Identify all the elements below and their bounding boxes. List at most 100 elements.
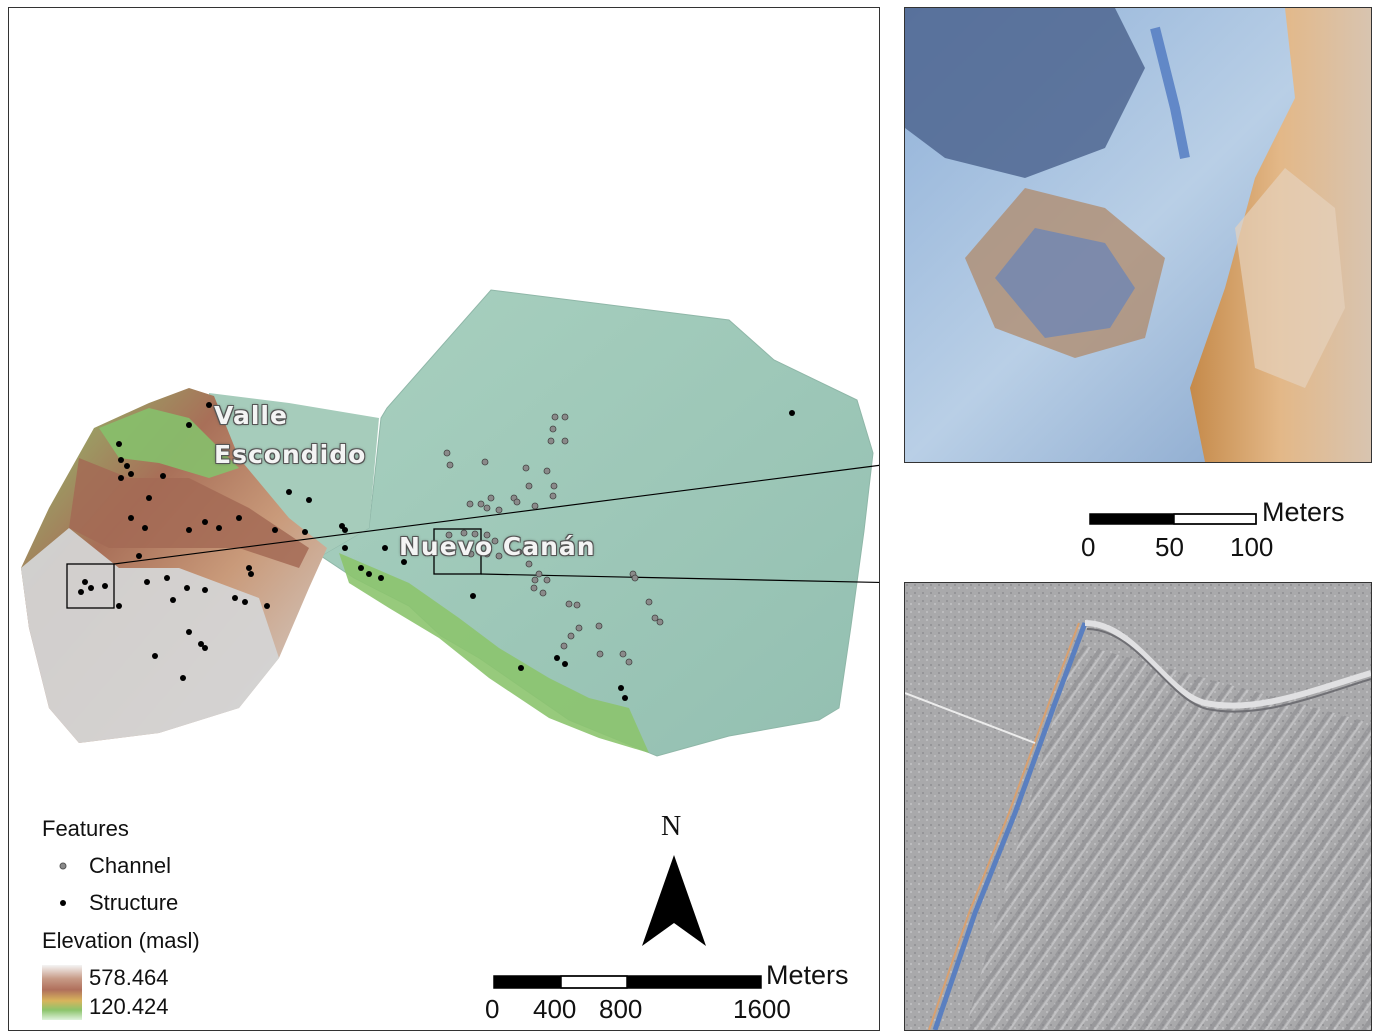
place-label-valle: Valle bbox=[214, 401, 288, 430]
channel-point bbox=[495, 506, 503, 514]
channel-point bbox=[561, 413, 569, 421]
structure-point bbox=[272, 527, 278, 533]
structure-point bbox=[184, 585, 190, 591]
structure-point bbox=[128, 515, 134, 521]
canal-north-shadow bbox=[1086, 628, 1371, 713]
structure-point bbox=[78, 589, 84, 595]
structure-point bbox=[286, 489, 292, 495]
structure-point bbox=[789, 410, 795, 416]
structure-point bbox=[242, 599, 248, 605]
leader-line-bottom bbox=[480, 573, 879, 584]
structure-point bbox=[160, 473, 166, 479]
legend-elevation-title: Elevation (masl) bbox=[42, 928, 200, 953]
place-label-nuevo-canan: Nuevo Canán bbox=[399, 532, 596, 561]
structure-point bbox=[88, 585, 94, 591]
channel-point bbox=[543, 467, 551, 475]
channel-point bbox=[561, 437, 569, 445]
structure-point bbox=[342, 545, 348, 551]
structure-point bbox=[118, 475, 124, 481]
structure-point bbox=[128, 471, 134, 477]
structure-point bbox=[554, 655, 560, 661]
channel-point bbox=[565, 600, 573, 608]
channel-points bbox=[443, 413, 664, 666]
channel-point bbox=[575, 624, 583, 632]
structure-point bbox=[82, 579, 88, 585]
structure-point bbox=[518, 665, 524, 671]
channel-point bbox=[515, 548, 523, 556]
channel-point bbox=[547, 437, 555, 445]
channel-point bbox=[549, 492, 557, 500]
dark-mound-north bbox=[905, 8, 1145, 178]
structure-point bbox=[206, 402, 212, 408]
structure-point bbox=[216, 525, 222, 531]
structure-point bbox=[306, 497, 312, 503]
mound-structure-west-shade bbox=[995, 228, 1135, 338]
inset-b-locator bbox=[433, 528, 482, 575]
main-scale-tick-800: 800 bbox=[599, 994, 643, 1024]
channel-point bbox=[491, 537, 499, 545]
structure-point bbox=[164, 575, 170, 581]
channel-point bbox=[531, 576, 539, 584]
structure-point bbox=[186, 527, 192, 533]
channel-point bbox=[631, 574, 639, 582]
main-scale-tick-1600: 1600 bbox=[733, 994, 791, 1024]
channel-point bbox=[551, 413, 559, 421]
channel-point bbox=[460, 529, 468, 537]
channel-point bbox=[525, 560, 533, 568]
structure-point bbox=[116, 603, 122, 609]
lowland-plain-area bbox=[320, 289, 874, 757]
inset-a-locator bbox=[66, 563, 115, 609]
field-ridges bbox=[965, 643, 1371, 1030]
structure-point bbox=[146, 495, 152, 501]
channel-point bbox=[573, 601, 581, 609]
channel-point bbox=[483, 531, 491, 539]
canal-west-highlight bbox=[928, 622, 1080, 1030]
channel-point bbox=[443, 449, 451, 457]
inset-map-structures bbox=[904, 7, 1372, 463]
legend-features-title: Features bbox=[42, 816, 129, 841]
channel-point bbox=[619, 650, 627, 658]
channel-point bbox=[525, 482, 533, 490]
structure-point bbox=[102, 583, 108, 589]
north-label: N bbox=[661, 811, 682, 842]
structure-point bbox=[248, 571, 254, 577]
structure-point bbox=[470, 593, 476, 599]
structure-point bbox=[198, 641, 204, 647]
channel-point bbox=[651, 614, 659, 622]
structure-point bbox=[562, 661, 568, 667]
structure-point bbox=[246, 565, 252, 571]
channel-point bbox=[481, 458, 489, 466]
structure-point bbox=[382, 545, 388, 551]
structure-point bbox=[378, 575, 384, 581]
channel-trace bbox=[1150, 26, 1190, 159]
channel-point bbox=[467, 550, 475, 558]
channel-point bbox=[550, 482, 558, 490]
structure-point bbox=[152, 653, 158, 659]
structure-point bbox=[136, 553, 142, 559]
structure-point bbox=[302, 529, 308, 535]
channel-point bbox=[446, 461, 454, 469]
channel-point bbox=[560, 642, 568, 650]
channel-point bbox=[567, 632, 575, 640]
channel-point bbox=[531, 502, 539, 510]
channel-point bbox=[539, 589, 547, 597]
structure-point bbox=[232, 595, 238, 601]
legend-channel-label: Channel bbox=[89, 853, 171, 878]
structure-point bbox=[124, 463, 130, 469]
structure-point bbox=[186, 629, 192, 635]
ridge-east-shadow bbox=[1235, 168, 1345, 388]
channel-point bbox=[522, 464, 530, 472]
structure-point bbox=[618, 685, 624, 691]
main-scale-tick-0: 0 bbox=[485, 994, 500, 1024]
structure-point bbox=[144, 579, 150, 585]
channel-point bbox=[656, 618, 664, 626]
inset-scale-unit: Meters bbox=[1262, 497, 1345, 527]
place-label-escondido: Escondido bbox=[214, 440, 367, 469]
canal-west bbox=[932, 622, 1088, 1030]
structure-point bbox=[401, 559, 407, 565]
main-map-canvas bbox=[21, 289, 879, 1020]
structure-point bbox=[170, 597, 176, 603]
main-map-frame: Valle Escondido Nuevo Canán Features Cha… bbox=[8, 7, 880, 1031]
structure-point bbox=[186, 422, 192, 428]
structure-point bbox=[180, 675, 186, 681]
